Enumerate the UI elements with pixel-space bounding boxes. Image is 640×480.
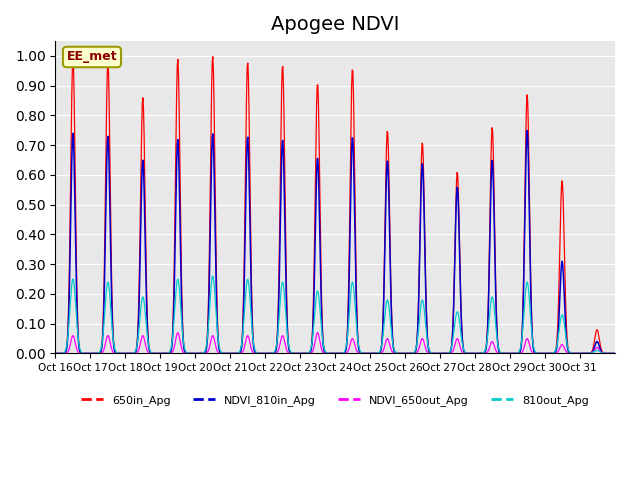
650in_Apg <box>209 54 217 60</box>
810out_Apg <box>284 337 292 343</box>
650in_Apg <box>156 350 163 356</box>
NDVI_650out_Apg <box>592 346 600 351</box>
810out_Apg <box>592 348 600 354</box>
650in_Apg <box>592 330 600 336</box>
810out_Apg <box>381 308 389 313</box>
NDVI_810in_Apg <box>381 249 388 254</box>
810out_Apg <box>209 273 217 279</box>
NDVI_650out_Apg <box>174 330 182 336</box>
Text: EE_met: EE_met <box>67 50 117 63</box>
NDVI_810in_Apg <box>156 350 163 356</box>
650in_Apg <box>583 350 591 356</box>
NDVI_810in_Apg <box>583 350 591 356</box>
650in_Apg <box>52 350 60 356</box>
NDVI_810in_Apg <box>524 128 531 133</box>
Title: Apogee NDVI: Apogee NDVI <box>271 15 399 34</box>
650in_Apg <box>381 198 389 204</box>
810out_Apg <box>611 350 618 356</box>
NDVI_810in_Apg <box>284 330 291 336</box>
650in_Apg <box>611 350 618 356</box>
NDVI_810in_Apg <box>592 340 600 346</box>
Line: 810out_Apg: 810out_Apg <box>56 276 614 353</box>
NDVI_650out_Apg <box>381 340 389 346</box>
810out_Apg <box>79 350 86 356</box>
NDVI_650out_Apg <box>611 350 618 356</box>
NDVI_650out_Apg <box>79 350 86 356</box>
NDVI_650out_Apg <box>52 350 60 356</box>
810out_Apg <box>156 350 163 356</box>
NDVI_650out_Apg <box>156 350 163 356</box>
Line: 650in_Apg: 650in_Apg <box>56 57 614 353</box>
NDVI_810in_Apg <box>611 350 618 356</box>
NDVI_810in_Apg <box>52 350 60 356</box>
NDVI_650out_Apg <box>284 349 292 355</box>
810out_Apg <box>583 350 591 356</box>
810out_Apg <box>52 350 60 356</box>
650in_Apg <box>284 335 292 341</box>
NDVI_650out_Apg <box>583 350 591 356</box>
Line: NDVI_650out_Apg: NDVI_650out_Apg <box>56 333 614 353</box>
NDVI_810in_Apg <box>79 350 86 356</box>
650in_Apg <box>79 350 86 356</box>
Legend: 650in_Apg, NDVI_810in_Apg, NDVI_650out_Apg, 810out_Apg: 650in_Apg, NDVI_810in_Apg, NDVI_650out_A… <box>77 391 593 410</box>
Line: NDVI_810in_Apg: NDVI_810in_Apg <box>56 131 614 353</box>
